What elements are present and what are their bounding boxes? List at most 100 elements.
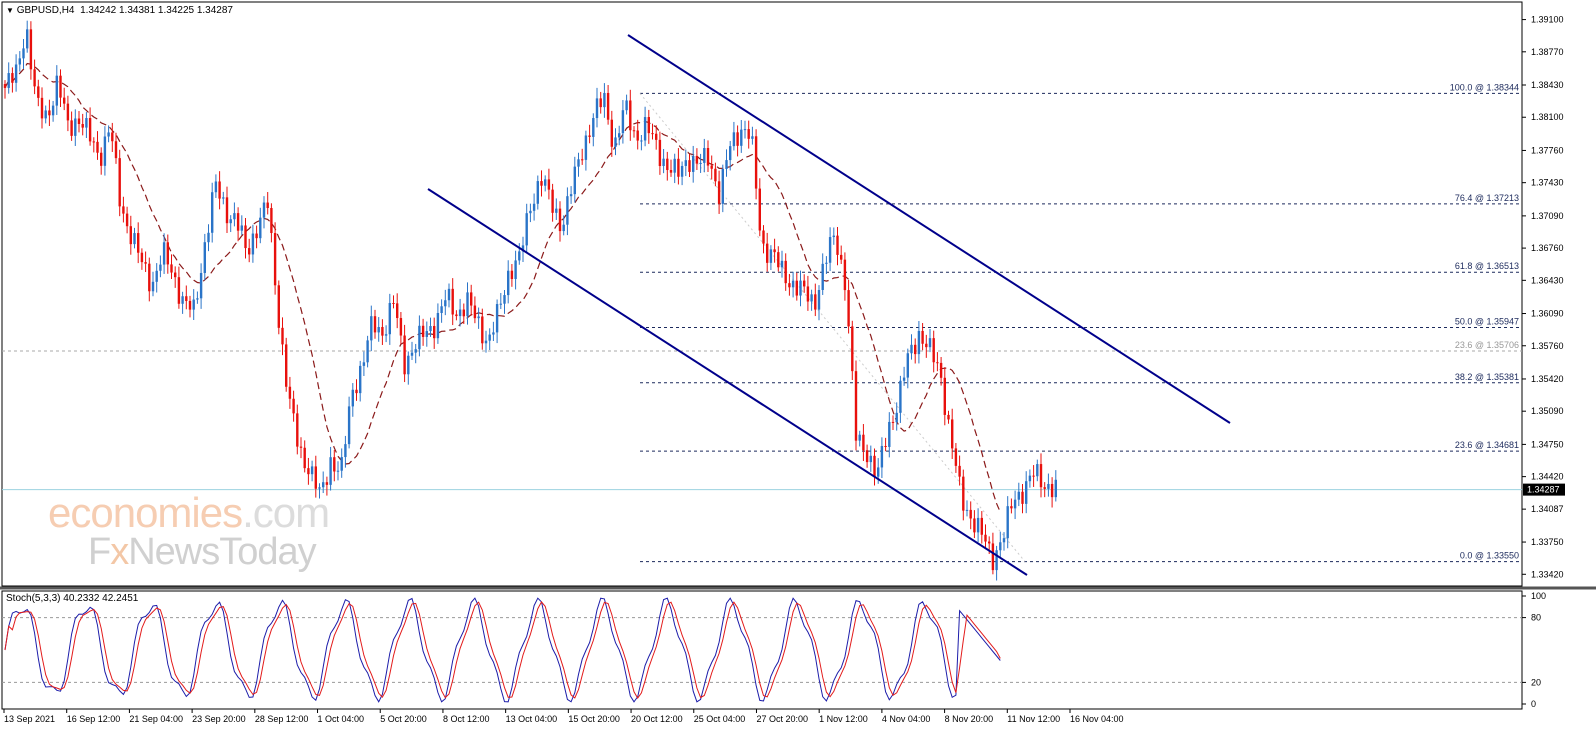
candle-body	[66, 103, 70, 121]
candle-body	[59, 75, 62, 98]
candle-body	[77, 118, 81, 125]
candle-body	[359, 365, 362, 394]
candle-body	[1006, 506, 1009, 539]
candle-body	[529, 210, 532, 214]
candle-body	[1043, 487, 1046, 489]
candle-body	[588, 135, 591, 137]
candle-body	[547, 179, 551, 190]
candle-body	[185, 296, 188, 301]
candle-body	[851, 326, 854, 372]
candle-body	[862, 434, 865, 451]
candle-body	[188, 300, 192, 310]
price-tick-label: 1.33420	[1531, 569, 1564, 579]
candle-body	[151, 281, 155, 292]
candle-body	[825, 262, 828, 264]
candle-body	[732, 132, 736, 147]
candle-body	[747, 129, 750, 139]
candle-body	[18, 58, 21, 65]
candle-body	[836, 235, 839, 255]
candle-body	[11, 73, 14, 83]
candle-body	[44, 110, 47, 119]
candle-body	[355, 389, 358, 394]
candle-body	[1054, 479, 1057, 498]
candle-body	[503, 295, 506, 304]
candle-body	[181, 296, 184, 304]
candle-body	[458, 309, 462, 317]
candle-body	[843, 259, 847, 291]
candle-body	[673, 158, 676, 173]
candle-body	[429, 326, 432, 332]
candle-body	[88, 118, 92, 142]
candle-body	[421, 325, 425, 337]
candle-body	[366, 340, 369, 363]
candle-body	[1017, 491, 1020, 500]
candle-body	[199, 273, 203, 299]
candle-body	[48, 110, 51, 116]
candle-body	[991, 543, 995, 571]
candle-body	[906, 353, 909, 378]
candle-body	[85, 118, 88, 128]
candle-body	[296, 413, 299, 447]
candle-body	[544, 179, 547, 186]
candle-body	[1013, 499, 1017, 509]
candle-body	[629, 100, 632, 131]
candle-body	[314, 466, 317, 489]
candle-body	[947, 414, 950, 420]
candle-body	[433, 326, 436, 339]
candle-body	[680, 165, 684, 177]
candle-body	[303, 447, 306, 469]
candle-body	[381, 327, 384, 336]
main-plot-frame	[1, 1, 1523, 587]
candle-body	[248, 248, 251, 255]
candle-body	[3, 84, 7, 88]
candle-body	[854, 371, 858, 441]
candle-body	[936, 362, 939, 364]
time-tick-label: 4 Nov 04:00	[882, 714, 931, 724]
candle-body	[481, 316, 484, 344]
candle-body	[270, 208, 273, 234]
candle-body	[703, 147, 706, 163]
candle-body	[107, 132, 110, 137]
dropdown-triangle-icon[interactable]: ▼	[6, 6, 14, 15]
candle-body	[159, 264, 162, 271]
candle-body	[251, 233, 255, 255]
candle-body	[858, 434, 861, 441]
time-tick-label: 28 Sep 12:00	[255, 714, 309, 724]
candle-body	[584, 135, 588, 160]
candle-body	[266, 202, 269, 209]
price-tick-label: 1.35760	[1531, 341, 1564, 351]
candle-body	[281, 327, 284, 345]
candle-body	[932, 338, 935, 363]
candle-body	[795, 280, 798, 296]
candle-body	[236, 213, 240, 231]
candle-body	[784, 260, 787, 284]
candle-body	[910, 344, 913, 354]
candle-body	[714, 168, 717, 182]
candle-body	[396, 303, 399, 319]
price-tick-label: 1.34750	[1531, 439, 1564, 449]
trend-channel[interactable]	[427, 34, 1231, 576]
candle-body	[891, 421, 895, 423]
time-tick-label: 8 Oct 12:00	[443, 714, 490, 724]
candle-body	[962, 476, 965, 511]
fib-level-label: 38.2 @ 1.35381	[1455, 372, 1519, 382]
price-tick-label: 1.37090	[1531, 211, 1564, 221]
candle-body	[148, 263, 151, 292]
candle-body	[710, 165, 713, 169]
candle-body	[111, 132, 114, 142]
candle-body	[788, 283, 791, 288]
candle-body	[643, 117, 647, 141]
candle-body	[137, 233, 140, 253]
candle-body	[392, 302, 395, 304]
candle-body	[218, 181, 221, 199]
ohlc-values: 1.34242 1.34381 1.34225 1.34287	[80, 5, 233, 16]
moving-average	[4, 62, 1001, 513]
candle-body	[26, 29, 29, 49]
stochastic-signal-line	[4, 601, 1001, 700]
time-tick-label: 1 Nov 12:00	[819, 714, 868, 724]
stochastic-header: Stoch(5,3,3) 40.2332 42.2451	[6, 593, 138, 604]
candle-body	[695, 155, 699, 164]
candle-body	[33, 69, 36, 87]
candle-body	[551, 189, 554, 213]
candle-body	[562, 224, 565, 232]
